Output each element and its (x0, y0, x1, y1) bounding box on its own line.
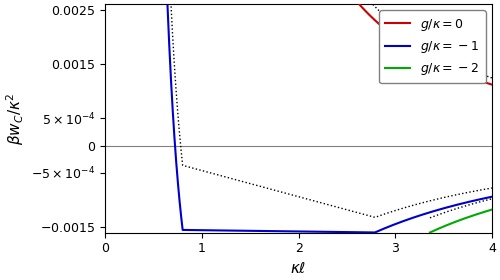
$g/\kappa = 0$ (470, 76, 476, 80)
$g/\kappa = -1$ (464, 201, 470, 204)
Line: $g/\kappa = -1$: $g/\kappa = -1$ (168, 6, 492, 232)
$g/\kappa = 0$ (422, 55, 428, 58)
$g/\kappa = 0$ (472, 77, 478, 81)
$g/\kappa = -2$ (478, 211, 484, 215)
$g/\kappa = -1$ (472, 199, 478, 202)
$g/\kappa = -2$ (471, 213, 477, 217)
$g/\kappa = -1$ (164, 4, 170, 7)
$g/\kappa = -1$ (489, 195, 495, 199)
$g/\kappa = -1$ (372, 231, 378, 234)
Line: $g/\kappa = 0$: $g/\kappa = 0$ (360, 4, 492, 85)
$g/\kappa = -2$ (446, 223, 452, 226)
$g/\kappa = -2$ (477, 212, 483, 215)
Y-axis label: $\beta w_C / \kappa^2$: $\beta w_C / \kappa^2$ (4, 92, 26, 145)
$g/\kappa = 0$ (423, 55, 429, 59)
$g/\kappa = -1$ (452, 204, 458, 207)
$g/\kappa = -1$ (470, 199, 476, 202)
$g/\kappa = -1$ (424, 212, 430, 215)
$g/\kappa = 0$ (451, 69, 457, 73)
$g/\kappa = -2$ (489, 208, 495, 211)
$g/\kappa = -2$ (432, 229, 438, 232)
$g/\kappa = 0$ (489, 83, 495, 86)
$g/\kappa = -2$ (436, 227, 442, 230)
$g/\kappa = 0$ (464, 74, 469, 77)
$g/\kappa = -1$ (422, 212, 428, 215)
X-axis label: $\kappa\ell$: $\kappa\ell$ (290, 261, 307, 276)
Line: $g/\kappa = -2$: $g/\kappa = -2$ (430, 210, 492, 232)
$g/\kappa = -2$ (427, 231, 433, 234)
Legend: $g/\kappa = 0$, $g/\kappa = -1$, $g/\kappa = -2$: $g/\kappa = 0$, $g/\kappa = -1$, $g/\kap… (379, 10, 486, 83)
$g/\kappa = 0$ (356, 3, 362, 6)
